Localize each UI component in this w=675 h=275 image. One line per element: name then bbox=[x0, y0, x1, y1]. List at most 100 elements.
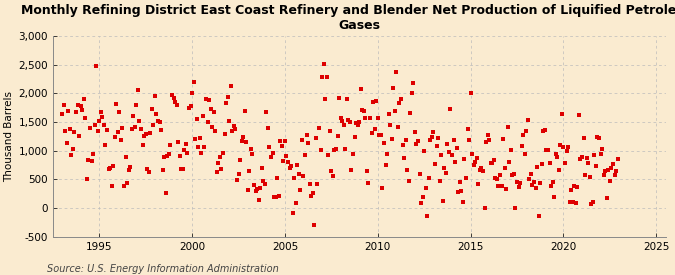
Point bbox=[348, 152, 358, 156]
Point bbox=[145, 131, 156, 135]
Point bbox=[187, 91, 198, 95]
Point bbox=[605, 178, 616, 183]
Point bbox=[309, 222, 320, 227]
Point bbox=[564, 200, 575, 204]
Point bbox=[450, 160, 460, 165]
Point bbox=[100, 143, 111, 147]
Point bbox=[244, 169, 254, 174]
Point bbox=[422, 214, 433, 219]
Point bbox=[298, 174, 309, 178]
Point bbox=[240, 108, 250, 113]
Point bbox=[117, 126, 128, 130]
Point bbox=[213, 161, 224, 165]
Point bbox=[519, 152, 530, 156]
Point bbox=[535, 180, 545, 185]
Point bbox=[416, 201, 427, 205]
Point bbox=[496, 184, 507, 188]
Point bbox=[235, 158, 246, 163]
Point bbox=[586, 202, 597, 206]
Point bbox=[383, 112, 394, 117]
Point bbox=[578, 136, 589, 140]
Point bbox=[380, 163, 391, 167]
Point bbox=[389, 109, 400, 113]
Point bbox=[315, 148, 326, 153]
Point bbox=[566, 188, 576, 192]
Point bbox=[60, 129, 71, 133]
Point bbox=[61, 141, 72, 145]
Point bbox=[447, 153, 458, 157]
Point bbox=[76, 104, 86, 108]
Point bbox=[512, 180, 522, 184]
Point bbox=[71, 110, 82, 114]
Point bbox=[545, 184, 556, 189]
Point bbox=[465, 91, 476, 95]
Point bbox=[592, 135, 603, 140]
Point bbox=[436, 153, 447, 158]
Point bbox=[259, 182, 270, 186]
Point bbox=[598, 172, 609, 177]
Point bbox=[151, 112, 162, 116]
Point bbox=[63, 109, 74, 113]
Point bbox=[267, 151, 278, 155]
Point bbox=[225, 84, 236, 89]
Point bbox=[445, 106, 456, 111]
Point bbox=[136, 127, 146, 131]
Point bbox=[374, 133, 385, 137]
Point bbox=[411, 141, 422, 146]
Point bbox=[485, 160, 496, 165]
Point bbox=[433, 135, 443, 140]
Point bbox=[587, 200, 598, 205]
Point bbox=[219, 132, 230, 136]
Point bbox=[346, 168, 357, 172]
Point bbox=[288, 210, 298, 215]
Point bbox=[452, 146, 462, 150]
Point bbox=[595, 152, 606, 156]
Point bbox=[94, 118, 105, 123]
Point bbox=[74, 134, 84, 138]
Point bbox=[530, 186, 541, 190]
Point bbox=[351, 121, 362, 125]
Point bbox=[507, 173, 518, 177]
Point bbox=[139, 134, 150, 138]
Point bbox=[441, 170, 452, 175]
Point bbox=[263, 126, 273, 130]
Point bbox=[391, 70, 402, 74]
Point bbox=[406, 91, 417, 95]
Point bbox=[552, 155, 563, 159]
Point bbox=[320, 97, 331, 101]
Point bbox=[567, 200, 578, 205]
Point bbox=[269, 194, 279, 199]
Point bbox=[250, 188, 261, 193]
Point bbox=[417, 195, 428, 200]
Text: Source: U.S. Energy Information Administration: Source: U.S. Energy Information Administ… bbox=[47, 264, 279, 274]
Point bbox=[113, 130, 124, 134]
Point bbox=[326, 169, 337, 173]
Point bbox=[575, 157, 586, 161]
Point bbox=[493, 184, 504, 189]
Point bbox=[210, 129, 221, 133]
Point bbox=[304, 182, 315, 186]
Y-axis label: Thousand Barrels: Thousand Barrels bbox=[4, 91, 14, 182]
Point bbox=[547, 180, 558, 184]
Point bbox=[427, 134, 437, 139]
Point bbox=[169, 100, 180, 104]
Point bbox=[72, 103, 83, 107]
Point bbox=[295, 188, 306, 192]
Point bbox=[215, 155, 225, 159]
Point bbox=[434, 179, 445, 183]
Point bbox=[377, 186, 388, 191]
Point bbox=[458, 199, 468, 204]
Point bbox=[429, 162, 440, 166]
Point bbox=[80, 116, 90, 120]
Point bbox=[487, 161, 497, 165]
Point bbox=[99, 122, 109, 127]
Point bbox=[524, 177, 535, 181]
Point bbox=[405, 111, 416, 116]
Point bbox=[400, 138, 411, 142]
Point bbox=[57, 112, 68, 116]
Point bbox=[459, 156, 470, 161]
Point bbox=[603, 168, 614, 172]
Point bbox=[159, 155, 169, 159]
Point bbox=[191, 117, 202, 121]
Point bbox=[124, 168, 134, 172]
